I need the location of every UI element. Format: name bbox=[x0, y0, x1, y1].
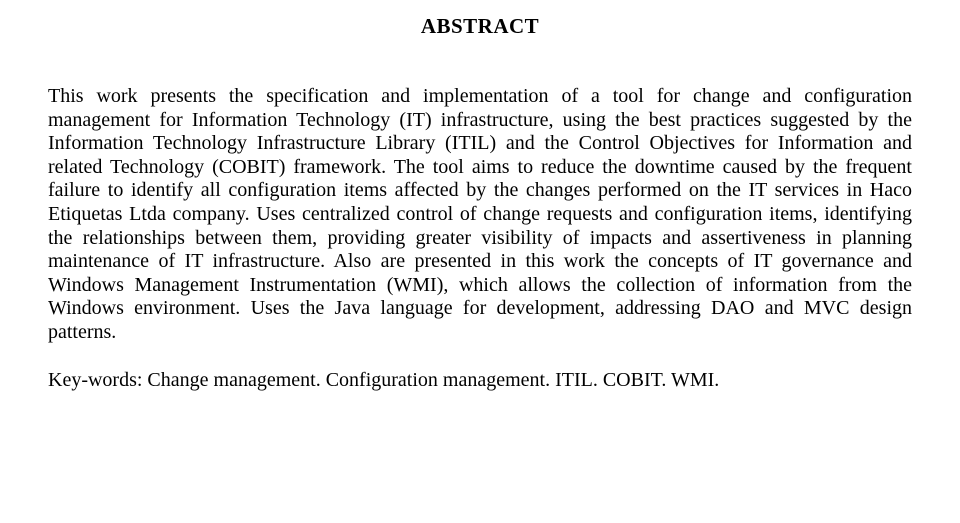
document-page: ABSTRACT This work presents the specific… bbox=[0, 0, 960, 392]
abstract-body: This work presents the specification and… bbox=[48, 85, 912, 345]
abstract-title: ABSTRACT bbox=[48, 14, 912, 39]
abstract-keywords: Key-words: Change management. Configurat… bbox=[48, 369, 912, 393]
